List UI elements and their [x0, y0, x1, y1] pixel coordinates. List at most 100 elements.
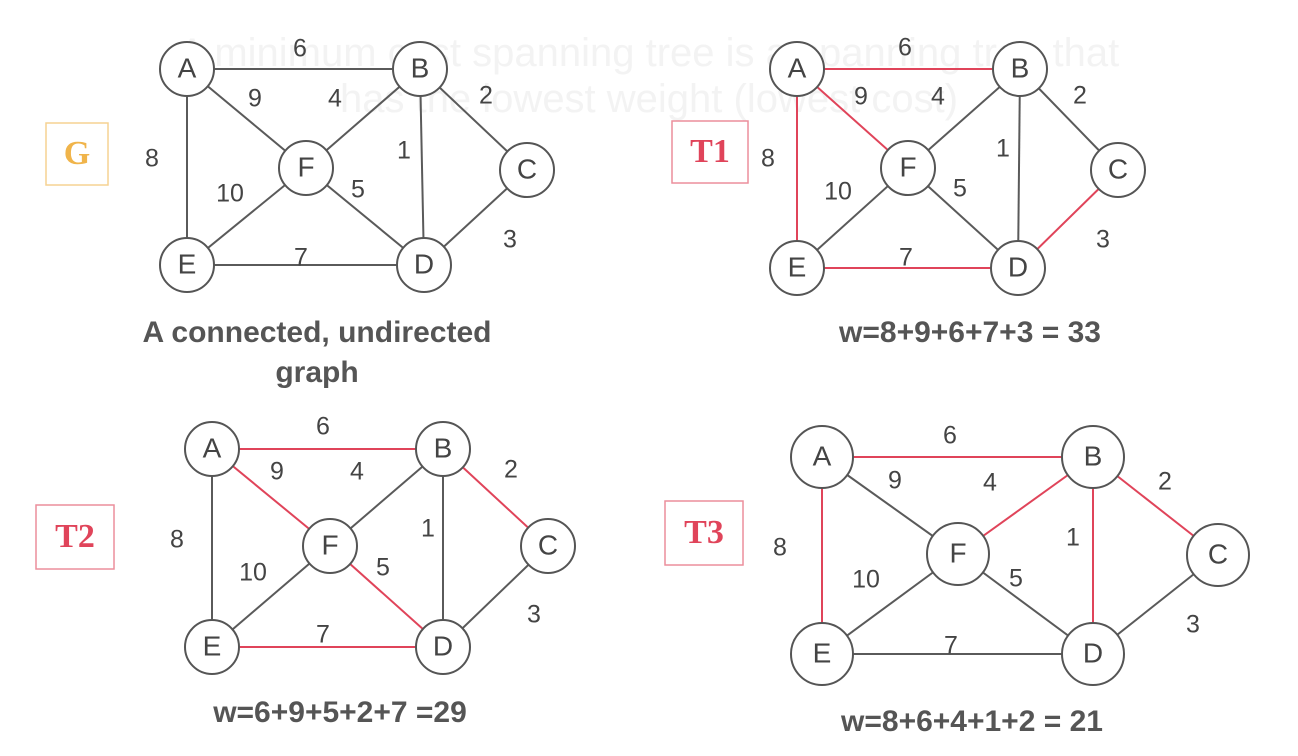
node-label: C	[517, 153, 537, 184]
node-circle	[184, 421, 240, 477]
weight-label-a-e: 8	[773, 534, 787, 562]
node-label: A	[788, 52, 807, 83]
node-circle	[990, 240, 1046, 296]
node-d: D	[990, 240, 1046, 296]
weight-label-f-e: 10	[216, 180, 244, 208]
node-label: C	[1108, 153, 1128, 184]
node-circle	[184, 619, 240, 675]
node-label: B	[1011, 52, 1030, 83]
weight-label-c-d: 3	[1186, 611, 1200, 639]
weight-label-a-b: 6	[943, 422, 957, 450]
node-circle	[392, 41, 448, 97]
node-c: C	[1090, 142, 1146, 198]
weight-label-b-c: 2	[479, 82, 493, 110]
weight-label-a-f: 9	[270, 458, 284, 486]
tag-label: T1	[690, 133, 730, 170]
node-label: F	[949, 537, 966, 568]
graph-g: 6 9 8 4 1 2 10 5 7 3 A B F E D C G A connected, undirecte…	[45, 35, 555, 389]
tag-box	[35, 504, 115, 570]
node-f: F	[880, 140, 936, 196]
node-c: C	[499, 142, 555, 198]
tag-label: G	[64, 135, 90, 172]
node-d: D	[1061, 622, 1125, 686]
node-circle	[790, 622, 854, 686]
caption-line: graph	[275, 356, 358, 389]
weight-label-e-d: 7	[294, 244, 308, 272]
node-label: D	[1008, 251, 1028, 282]
weight-label-b-c: 2	[1073, 82, 1087, 110]
node-label: D	[433, 630, 453, 661]
weight-label-f-d: 5	[1009, 565, 1023, 593]
node-circle	[159, 41, 215, 97]
node-label: A	[178, 52, 197, 83]
node-label: C	[538, 529, 558, 560]
node-label: E	[203, 630, 222, 661]
tag-t3: T3	[664, 500, 744, 566]
weight-label-a-b: 6	[898, 34, 912, 62]
node-c: C	[1186, 523, 1250, 587]
node-e: E	[769, 240, 825, 296]
node-circle	[1061, 425, 1125, 489]
weight-label-b-d: 1	[397, 137, 411, 165]
node-label: D	[1083, 637, 1103, 668]
node-label: A	[203, 432, 222, 463]
node-circle	[790, 425, 854, 489]
weight-label-e-d: 7	[944, 632, 958, 660]
node-circle	[396, 237, 452, 293]
node-circle	[278, 140, 334, 196]
node-circle	[769, 41, 825, 97]
weight-label-e-d: 7	[899, 244, 913, 272]
node-circle	[302, 518, 358, 574]
tag-label: T2	[55, 518, 95, 555]
node-b: B	[1061, 425, 1125, 489]
weight-label-f-e: 10	[852, 566, 880, 594]
node-f: F	[302, 518, 358, 574]
weight-label-b-d: 1	[1066, 524, 1080, 552]
weight-label-a-f: 9	[248, 85, 262, 113]
graph-t1: 6 9 8 4 1 2 10 5 7 3 A B F E D C T1 w=8+9+6+7+3 = 33	[671, 34, 1146, 349]
node-circle	[159, 237, 215, 293]
node-label: B	[434, 432, 453, 463]
weight-label-b-c: 2	[504, 456, 518, 484]
weight-label-f-e: 10	[239, 559, 267, 587]
weight-label-c-d: 3	[1096, 226, 1110, 254]
node-label: E	[788, 251, 807, 282]
caption-line: w=8+9+6+7+3 = 33	[838, 316, 1101, 349]
node-a: A	[790, 425, 854, 489]
node-circle	[992, 41, 1048, 97]
node-label: E	[178, 248, 197, 279]
node-circle	[1186, 523, 1250, 587]
node-label: C	[1208, 538, 1228, 569]
tag-box	[664, 500, 744, 566]
graph-t3: 6 9 8 4 1 2 10 5 7 3 A B F E D C T3 w=8+6+4+1+2 = 21	[664, 422, 1250, 738]
node-circle	[520, 518, 576, 574]
node-b: B	[992, 41, 1048, 97]
node-circle	[926, 522, 990, 586]
tag-box	[45, 122, 109, 186]
weight-label-b-f: 4	[350, 458, 364, 486]
node-label: A	[813, 440, 832, 471]
node-circle	[499, 142, 555, 198]
node-circle	[769, 240, 825, 296]
weight-label-b-d: 1	[996, 135, 1010, 163]
weight-label-a-f: 9	[854, 83, 868, 111]
node-label: F	[297, 151, 314, 182]
weight-label-c-d: 3	[503, 226, 517, 254]
edge-b-d	[419, 68, 425, 266]
node-b: B	[392, 41, 448, 97]
weight-label-f-d: 5	[351, 176, 365, 204]
weight-label-b-f: 4	[983, 469, 997, 497]
tag-g: G	[45, 122, 109, 186]
node-circle	[415, 421, 471, 477]
node-e: E	[790, 622, 854, 686]
node-e: E	[159, 237, 215, 293]
node-label: E	[813, 637, 832, 668]
weight-label-a-b: 6	[293, 35, 307, 63]
weight-label-b-f: 4	[328, 85, 342, 113]
node-d: D	[396, 237, 452, 293]
node-a: A	[184, 421, 240, 477]
weight-label-b-f: 4	[931, 83, 945, 111]
watermark-line-1: A minimum cost spanning tree is a spanni…	[178, 31, 1120, 75]
weight-label-a-e: 8	[170, 526, 184, 554]
